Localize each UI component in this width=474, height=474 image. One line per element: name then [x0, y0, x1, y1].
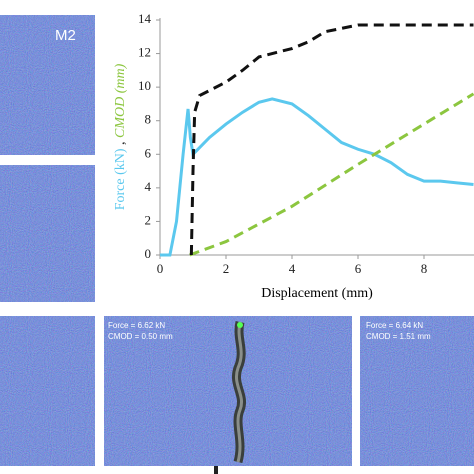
y-tick-label: 4 [145, 179, 152, 194]
x-tick-label: 4 [289, 261, 296, 276]
y-tick-label: 8 [145, 112, 152, 127]
support [214, 466, 218, 474]
dic-images: M2 Force = 6.62 kN CMOD = 0.50 mm Force … [0, 15, 474, 474]
line-series [189, 23, 474, 256]
y-tick-label: 10 [138, 78, 151, 93]
cmod-note: CMOD = 0.50 mm [108, 332, 173, 341]
crack-tip [237, 322, 243, 328]
x-tick-label: 6 [355, 261, 362, 276]
y-label-cmod: CMOD (mm) [113, 63, 128, 138]
line-series [160, 97, 474, 257]
x-tick-label: 8 [421, 261, 428, 276]
y-tick-label: 0 [145, 246, 152, 261]
dic-image [0, 165, 95, 302]
dic-image [0, 15, 95, 155]
dic-image [104, 316, 352, 466]
line-series [189, 92, 474, 257]
crack-core [235, 321, 243, 463]
force-note: Force = 6.62 kN [108, 321, 165, 330]
y-tick-label: 6 [145, 145, 152, 160]
dic-image [0, 316, 95, 466]
y-label-sep: , [113, 141, 128, 145]
y-label-force: Force (kN) [113, 148, 128, 210]
panel-label: M2 [55, 27, 76, 44]
x-axis-label: Displacement (mm) [261, 286, 373, 301]
force-note: Force = 6.64 kN [366, 321, 423, 330]
cmod-note: CMOD = 1.51 mm [366, 332, 431, 341]
y-tick-label: 14 [138, 11, 152, 26]
y-tick-label: 2 [145, 212, 152, 227]
y-axis-label: Force (kN) , CMOD (mm) [113, 63, 128, 210]
x-tick-label: 2 [223, 261, 230, 276]
y-tick-label: 12 [138, 45, 151, 60]
dic-image [360, 316, 474, 466]
chart: Displacement (mm) Force (kN) , CMOD (mm)… [113, 11, 474, 301]
x-tick-label: 0 [157, 261, 164, 276]
